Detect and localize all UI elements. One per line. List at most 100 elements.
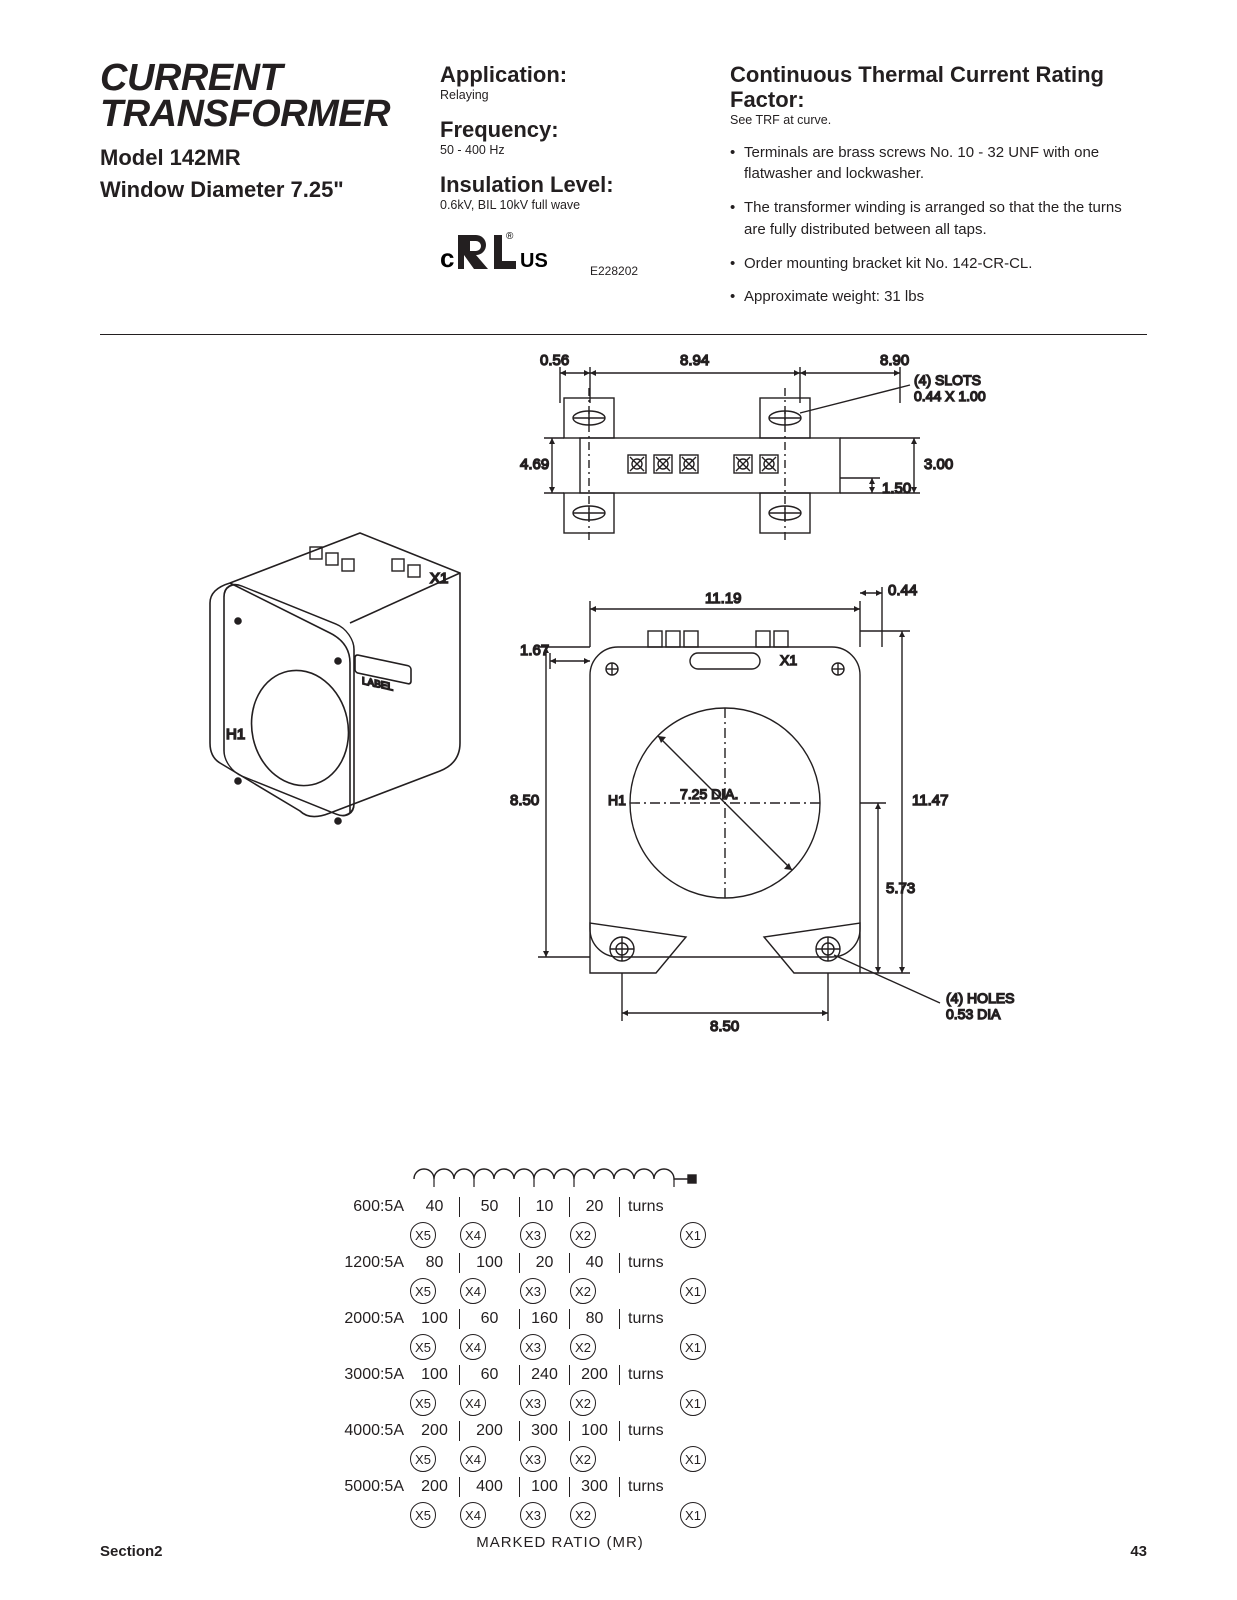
rating-head: Continuous Thermal Current Rating Factor… — [730, 62, 1147, 113]
tap-x-label: X4 — [460, 1390, 486, 1416]
header: CURRENT TRANSFORMER Model 142MR Window D… — [100, 60, 1147, 320]
cert-file: E228202 — [590, 264, 638, 278]
rating-sub: See TRF at curve. — [730, 113, 1147, 128]
isometric-view: LABEL X1 H1 — [160, 463, 490, 843]
tap-turns-value: 300 — [520, 1421, 570, 1441]
tap-x-label: X5 — [410, 1446, 436, 1472]
tap-x-label: X5 — [410, 1334, 436, 1360]
tap-x-label: X3 — [520, 1446, 546, 1472]
tap-turns-value: 60 — [460, 1309, 520, 1329]
page-footer: Section2 43 — [100, 1543, 1147, 1560]
top-view-drawing: 0.56 8.94 8.90 (4) SLOTS 0.44 X — [500, 343, 1060, 573]
tap-turns-value: 20 — [570, 1197, 620, 1217]
tap-x-label: X4 — [460, 1222, 486, 1248]
front-view-drawing: 11.19 0.44 1.67 7.25 DIA. X1 H1 — [480, 573, 1080, 1133]
svg-text:5.73: 5.73 — [886, 880, 915, 897]
tap-turns-value: 300 — [570, 1477, 620, 1497]
tap-turns-value: 10 — [520, 1197, 570, 1217]
tap-x-row: X5 X4 X3 X2 X1 — [330, 1278, 750, 1304]
svg-text:X1: X1 — [780, 652, 797, 668]
tap-x-label: X1 — [680, 1446, 706, 1472]
svg-text:8.50: 8.50 — [710, 1018, 739, 1035]
tap-x-row: X5X4X3X2X1 — [330, 1502, 750, 1528]
tap-x-label: X4 — [460, 1446, 486, 1472]
turns-label: turns — [620, 1478, 664, 1496]
svg-text:(4) HOLES: (4) HOLES — [946, 990, 1014, 1006]
note-item: The transformer winding is arranged so t… — [730, 197, 1147, 241]
tap-ratio: 5000:5A — [330, 1478, 410, 1496]
svg-text:8.90: 8.90 — [880, 352, 909, 369]
tap-ratio: 1200:5A — [330, 1254, 410, 1272]
tap-x-label: X2 — [570, 1222, 596, 1248]
tap-x-row: X5X4X3X2X1 — [330, 1390, 750, 1416]
tap-x-label: X4 — [460, 1502, 486, 1528]
page-number: 43 — [1130, 1543, 1147, 1560]
iso-h1: H1 — [226, 726, 245, 743]
note-item: Order mounting bracket kit No. 142-CR-CL… — [730, 253, 1147, 275]
tap-row: 5000:5A200400100300turns — [330, 1472, 750, 1502]
tap-x-label: X2 — [570, 1502, 596, 1528]
svg-text:11.19: 11.19 — [705, 590, 741, 607]
frequency-value: 50 - 400 Hz — [440, 143, 700, 158]
tap-x-label: X5 — [410, 1502, 436, 1528]
tap-x-label: X4 — [460, 1334, 486, 1360]
tap-x-label: X3 — [520, 1390, 546, 1416]
tap-row: 3000:5A10060240200turns — [330, 1360, 750, 1390]
tap-turns-value: 200 — [460, 1421, 520, 1441]
svg-text:0.44: 0.44 — [888, 582, 917, 599]
tap-turns-value: 100 — [410, 1309, 460, 1329]
tap-x-label: X3 — [520, 1278, 546, 1304]
title-block: CURRENT TRANSFORMER Model 142MR Window D… — [100, 60, 410, 320]
tap-x-label: X1 — [680, 1502, 706, 1528]
tap-turns-value: 200 — [410, 1477, 460, 1497]
svg-text:8.94: 8.94 — [680, 352, 709, 369]
svg-text:11.47: 11.47 — [912, 792, 948, 809]
tap-x-label: X1 — [680, 1334, 706, 1360]
tap-x-label: X1 — [680, 1222, 706, 1248]
diagram-area: LABEL X1 H1 0.56 8.94 8.90 — [100, 343, 1147, 1413]
insulation-value: 0.6kV, BIL 10kV full wave — [440, 198, 700, 213]
iso-x1: X1 — [430, 570, 448, 587]
tap-turns-value: 240 — [520, 1365, 570, 1385]
svg-text:8.50: 8.50 — [510, 792, 539, 809]
application-head: Application: — [440, 62, 700, 88]
tap-row: 600:5A40501020turns — [330, 1192, 750, 1222]
tap-turns-value: 100 — [460, 1253, 520, 1273]
tap-turns-value: 200 — [570, 1365, 620, 1385]
tap-x-row: X5X4X3X2X1 — [330, 1334, 750, 1360]
note-item: Terminals are brass screws No. 10 - 32 U… — [730, 142, 1147, 186]
tap-x-label: X5 — [410, 1390, 436, 1416]
tap-turns-value: 160 — [520, 1309, 570, 1329]
tap-x-row: X5 X4 X3 X2 X1 — [330, 1222, 750, 1248]
tap-row: 4000:5A200200300100turns — [330, 1416, 750, 1446]
svg-text:0.53 DIA: 0.53 DIA — [946, 1006, 1001, 1022]
tap-x-label: X5 — [410, 1278, 436, 1304]
notes-list: Terminals are brass screws No. 10 - 32 U… — [730, 142, 1147, 309]
frequency-head: Frequency: — [440, 117, 700, 143]
tap-ratio: 3000:5A — [330, 1366, 410, 1384]
tap-x-label: X2 — [570, 1278, 596, 1304]
svg-text:(4) SLOTS: (4) SLOTS — [914, 372, 981, 388]
tap-x-label: X3 — [520, 1334, 546, 1360]
tap-turns-value: 50 — [460, 1197, 520, 1217]
svg-text:®: ® — [506, 231, 514, 242]
tap-turns-value: 40 — [410, 1197, 460, 1217]
note-item: Approximate weight: 31 lbs — [730, 286, 1147, 308]
tap-turns-value: 200 — [410, 1421, 460, 1441]
svg-text:3.00: 3.00 — [924, 456, 953, 473]
tap-x-label: X1 — [680, 1390, 706, 1416]
turns-label: turns — [620, 1366, 664, 1384]
svg-text:0.56: 0.56 — [540, 352, 569, 369]
turns-label: turns — [620, 1254, 664, 1272]
divider — [100, 334, 1147, 335]
section-label: Section2 — [100, 1543, 163, 1560]
tap-turns-value: 20 — [520, 1253, 570, 1273]
tap-x-label: X3 — [520, 1222, 546, 1248]
svg-text:c: c — [440, 243, 454, 273]
svg-text:0.44 X 1.00: 0.44 X 1.00 — [914, 388, 986, 404]
tap-x-label: X1 — [680, 1278, 706, 1304]
tap-x-label: X5 — [410, 1222, 436, 1248]
rating-block: Continuous Thermal Current Rating Factor… — [730, 60, 1147, 320]
tap-x-label: X4 — [460, 1278, 486, 1304]
application-value: Relaying — [440, 88, 700, 103]
